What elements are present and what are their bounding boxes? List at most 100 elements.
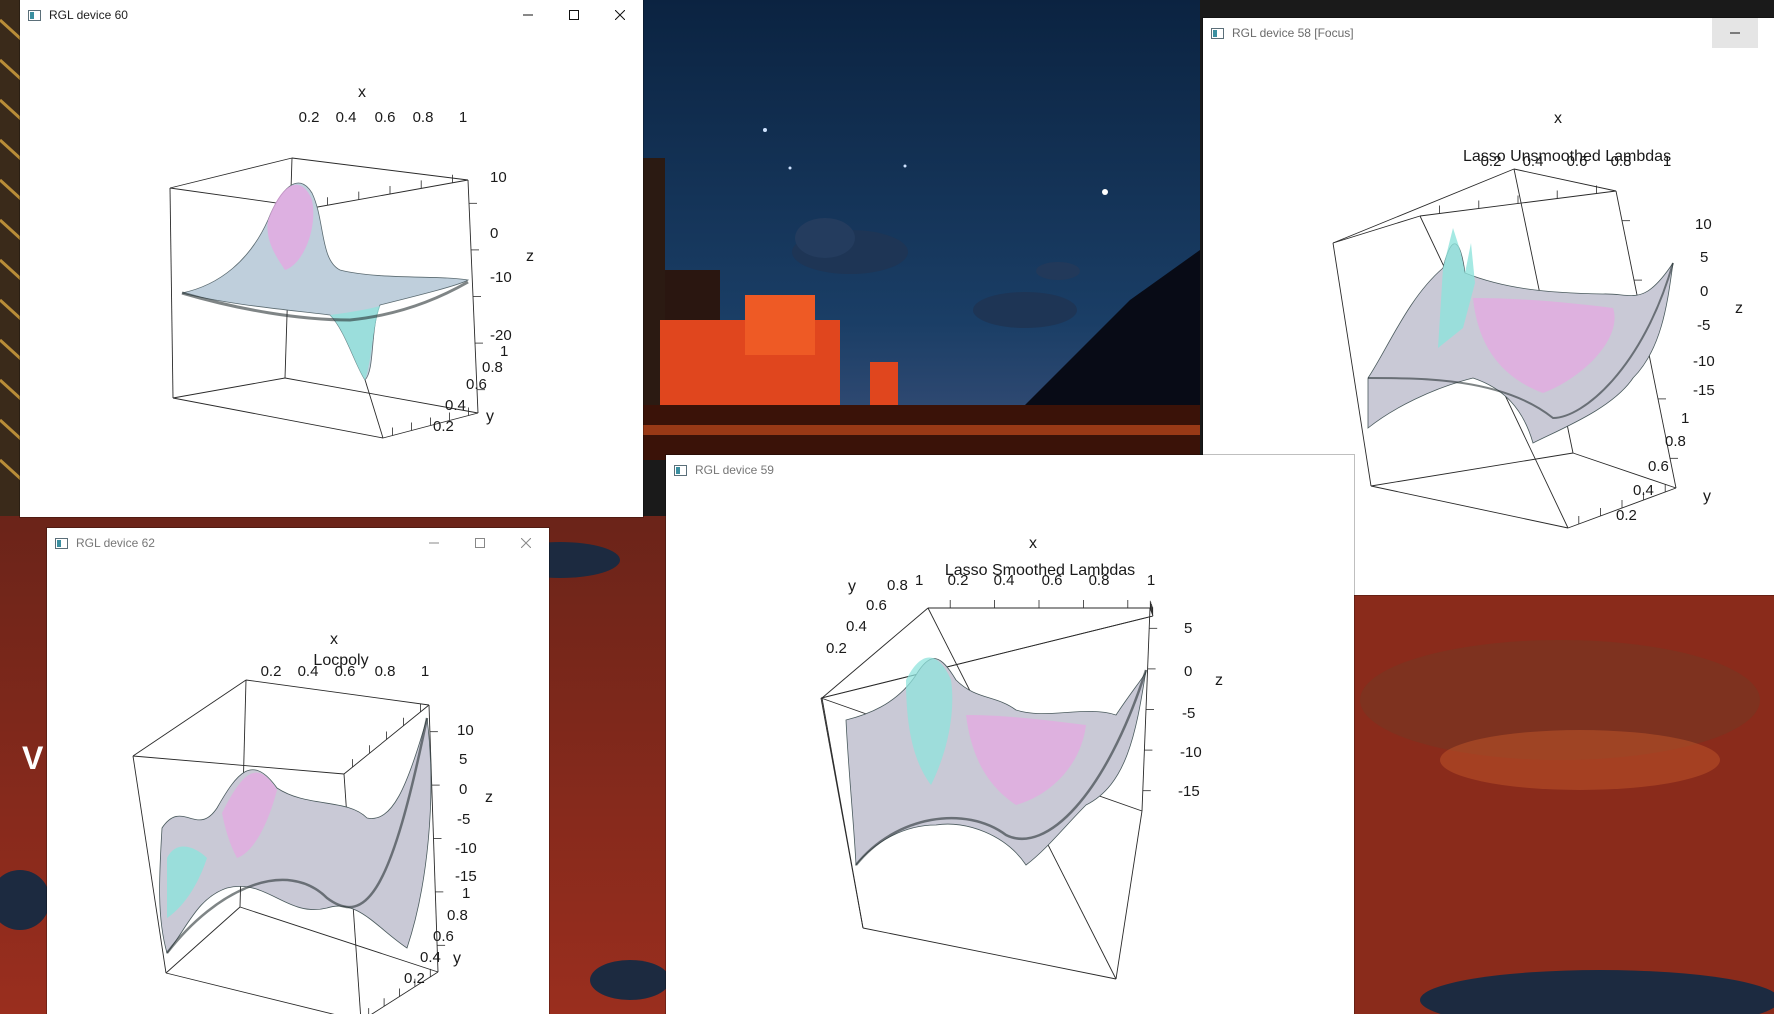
tick-label-z: -5 [457,811,470,828]
tick-label-x: 0.6 [375,109,396,126]
titlebar[interactable]: RGL device 59 [666,455,1354,485]
rgl-app-icon [55,537,68,549]
window-title: RGL device 58 [Focus] [1232,26,1354,40]
titlebar[interactable]: RGL device 62 [47,528,549,558]
minimize-icon [523,14,533,16]
minimize-button[interactable] [505,0,551,30]
axis-label-x: x [1029,535,1037,552]
minimize-button[interactable] [411,528,457,558]
surface-plot-3d[interactable]: x Locpoly 0.2 0.4 0.6 0.8 1 z 10 5 0 -5 -10 -15 y… [47,558,549,1014]
surface-peak [267,184,314,270]
desktop-letter: V [22,740,44,776]
bounding-box-edge [821,615,1154,699]
maximize-icon [475,538,485,548]
tick-label-z: -5 [1182,705,1195,722]
tick-label-x: 0.2 [261,663,282,680]
tick-label-z: 0 [1184,663,1192,680]
tick-label-y: 1 [462,885,470,902]
surface-plot-3d[interactable]: x Lasso Smoothed Lambdas 0.2 0.4 0.6 0.8 1 y… [666,485,1354,1014]
rgl-window-58[interactable]: RGL device 58 [Focus] x Lasso Unsmoothed… [1203,18,1774,595]
surface-shading [855,669,1148,866]
surface-shading [166,717,429,954]
bounding-box-edge [862,927,1117,980]
maximize-button[interactable] [457,528,503,558]
tick-label-z: -5 [1697,317,1710,334]
bounding-box-edge [284,377,479,414]
surface-ridge [1438,228,1475,348]
tick-label-y: 0.4 [420,949,441,966]
tick-label-z: 0 [490,225,498,242]
tick-label-x: 0.2 [1481,153,1502,170]
bounding-box-edge [1149,607,1154,617]
titlebar[interactable]: RGL device 60 [20,0,643,30]
rgl-window-59[interactable]: RGL device 59 x Lasso Smoothed Lambdas 0… [666,455,1354,1014]
tick-label-z: 0 [1700,283,1708,300]
bounding-box-edge [132,755,345,775]
axis-label-x: x [1554,110,1562,127]
tick-label-z: -15 [455,868,477,885]
maximize-button[interactable] [1758,18,1774,48]
rgl-app-icon [674,464,687,476]
bounding-box-edge [467,179,479,414]
bounding-box-edge [291,157,469,181]
tick-label-x: 0.8 [1611,153,1632,170]
tick-label-y: 1 [500,343,508,360]
bounding-box-edge [311,179,469,209]
bounding-box-edge [1419,190,1617,217]
tick-label-x: 0.6 [335,663,356,680]
plot-title: Locpoly [313,652,368,669]
bounding-box-edge [169,157,293,189]
bounding-box-edge [245,679,430,706]
tick-label-z: 5 [1184,620,1192,637]
tick-label-z: -15 [1693,382,1715,399]
tick-label-z: -15 [1178,783,1200,800]
surface-plot-3d[interactable]: x 0.2 0.4 0.6 0.8 1 z 100-10-20 y 0.20.40.60… [20,30,643,517]
tick-label-x: 1 [421,663,429,680]
tick-label-x: 0.8 [375,663,396,680]
surface [845,657,1148,867]
tick-label-x: 0.2 [299,109,320,126]
axis-label-z: z [1215,672,1223,689]
surface [159,717,432,954]
tick-label-y: 0.2 [1616,507,1637,524]
minimize-button[interactable] [1712,18,1758,48]
surface-valley [330,306,380,380]
tick-label-x: 0.4 [298,663,319,680]
axis-label-z: z [526,248,534,265]
bounding-box-edge [172,397,384,439]
tick-label-y: 0.8 [1665,433,1686,450]
bounding-box-edge [382,412,479,439]
surface-plot-3d[interactable]: x Lasso Unsmoothed Lambdas 0.2 0.4 0.6 0.8 1… [1203,48,1774,595]
maximize-button[interactable] [551,0,597,30]
surface-shape [181,182,470,381]
surface-patch [167,846,207,918]
bounding-box-edge [1332,242,1372,487]
rgl-window-62[interactable]: RGL device 62 x Locpoly 0.2 0.4 0.6 0.8 1 z … [47,528,549,1014]
tick-label-z: 5 [1700,249,1708,266]
bounding-box-edge [1513,168,1617,192]
rgl-window-60[interactable]: RGL device 60 x 0.2 0.4 0.6 0.8 1 z 10 0 -10 -2… [20,0,643,517]
axis-label-x: x [358,84,366,101]
bounding-box-edge [821,607,929,699]
tick-label-y: 0.8 [887,577,908,594]
surface-patch [966,715,1086,805]
axis-label-y: y [1703,488,1711,505]
close-button[interactable] [503,528,549,558]
axis-label-y: y [486,408,494,425]
rgl-app-icon [28,9,41,21]
minimize-icon [1730,32,1740,34]
bounding-box-edge [1332,168,1515,244]
titlebar[interactable]: RGL device 58 [Focus] [1203,18,1774,48]
maximize-icon [569,10,579,20]
axis-label-y: y [848,578,856,595]
tick-label-z: 10 [457,722,474,739]
tick-label-y: 0.2 [433,418,454,435]
close-button[interactable] [597,0,643,30]
bounding-box-edge [239,906,439,973]
tick-label-x: 0.8 [1089,572,1110,589]
tick-label-y: 0.4 [1633,482,1654,499]
close-icon [521,538,531,548]
tick-label-x: 0.4 [1523,153,1544,170]
tick-label-z: 5 [459,751,467,768]
bounding-box-edge [165,972,335,1014]
